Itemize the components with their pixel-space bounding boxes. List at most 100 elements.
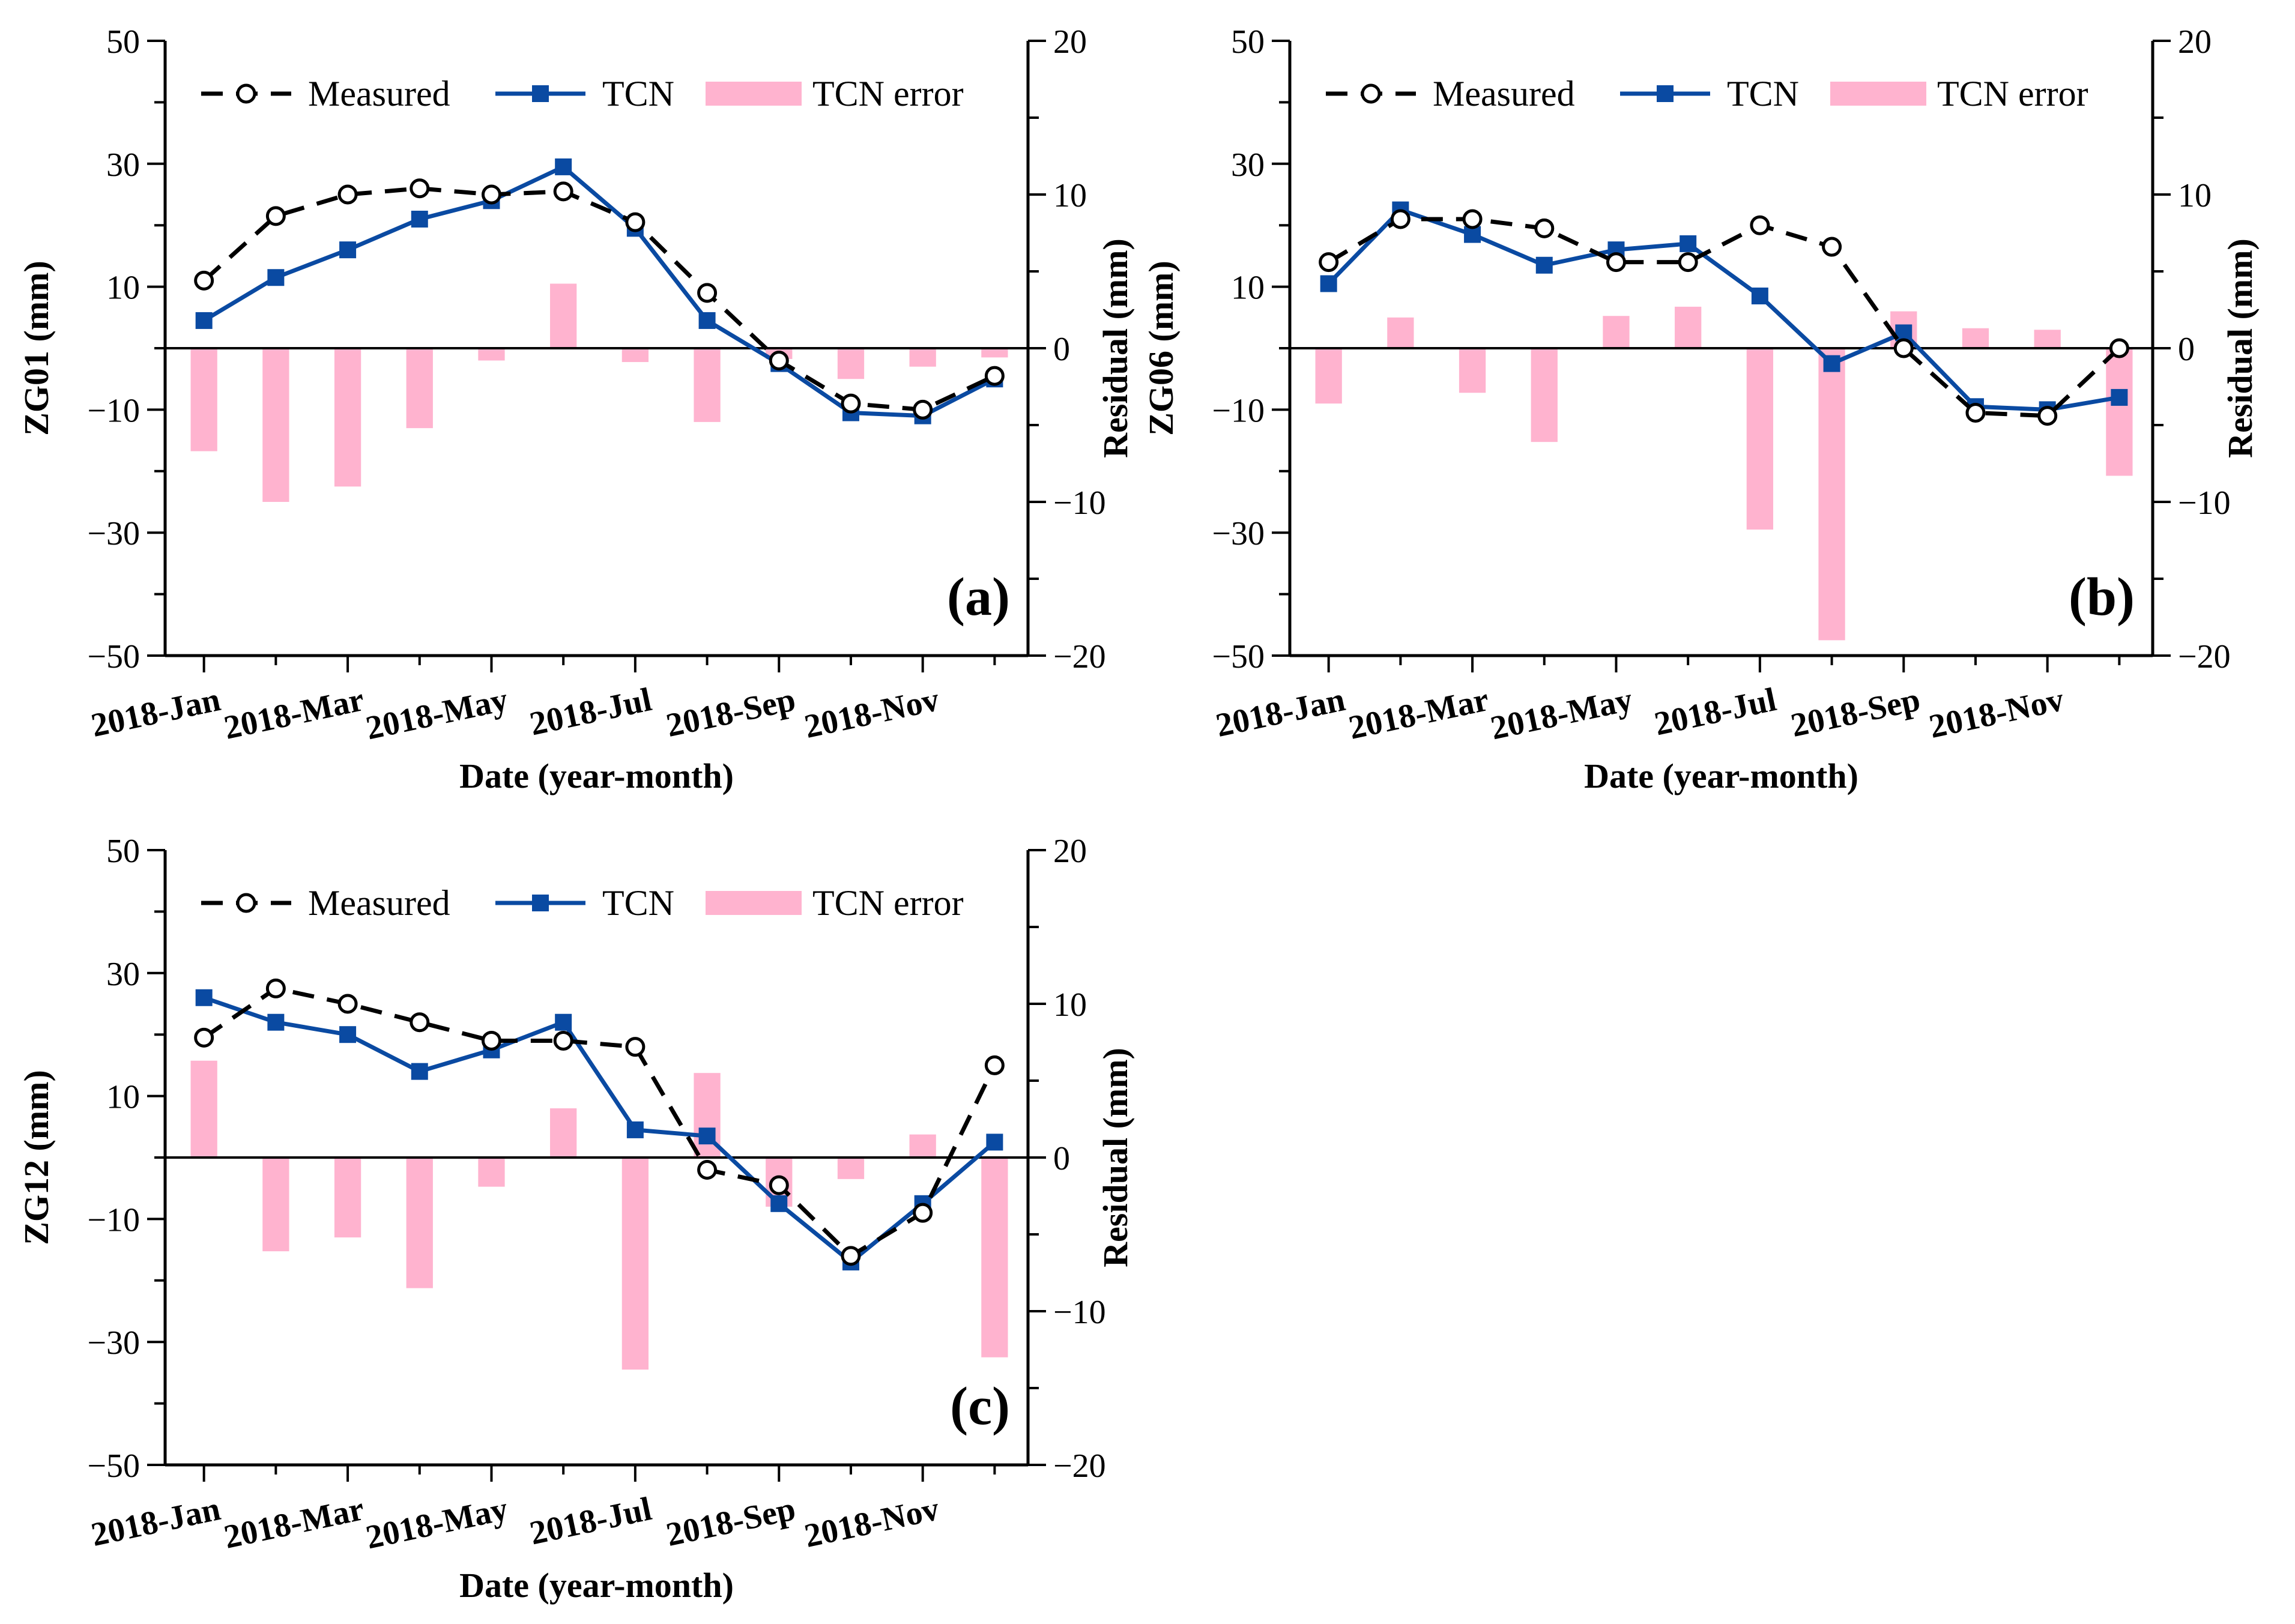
tcn-point	[1535, 256, 1553, 274]
y-right-tick-label: 20	[1053, 23, 1087, 61]
y-tick-label: −30	[1212, 515, 1265, 552]
x-tick-label: 2018-May	[363, 681, 511, 747]
measured-point	[337, 184, 358, 205]
tcn-series-line	[202, 165, 996, 418]
y-tick-label: −50	[87, 638, 140, 675]
y-right-axis-title: Residual (mm)	[1096, 238, 1135, 458]
measured-point	[194, 1027, 214, 1048]
y-tick-label: 10	[1231, 270, 1265, 307]
measured-point	[913, 1203, 933, 1223]
measured-point	[984, 1055, 1005, 1075]
tcn-point	[2111, 388, 2128, 406]
legend-error-swatch	[1830, 82, 1926, 106]
legend-tcn-marker	[532, 85, 549, 102]
measured-point	[625, 212, 646, 232]
y-tick-label: 30	[106, 146, 140, 184]
y-tick-label: −30	[87, 1324, 140, 1362]
error-bar	[1746, 348, 1774, 530]
error-bar	[334, 348, 361, 487]
y-right-tick-label: −20	[1053, 1447, 1106, 1485]
error-bar	[981, 348, 1008, 358]
error-bar	[550, 1108, 577, 1158]
measured-point	[697, 283, 718, 303]
chart-panel-c: 503010−10−30−5020100−10−202018-Jan2018-M…	[17, 833, 1135, 1605]
tcn-point	[267, 269, 285, 286]
y-tick-label: −10	[1212, 392, 1265, 429]
legend-error-label: TCN error	[1937, 74, 2088, 113]
error-bar	[2034, 330, 2061, 348]
panel-label: (b)	[2069, 567, 2135, 627]
y-right-tick-label: −10	[2178, 484, 2231, 522]
tcn-point	[770, 1195, 788, 1212]
chart-panel-b: 503010−10−30−5020100−10−202018-Jan2018-M…	[1141, 23, 2260, 795]
measured-point	[2037, 406, 2058, 426]
x-tick-label: 2018-May	[1487, 681, 1636, 747]
y-tick-label: 50	[106, 833, 140, 870]
error-bar	[1818, 348, 1845, 641]
error-bar	[694, 348, 721, 422]
x-tick-label: 2018-Nov	[801, 681, 942, 746]
y-right-tick-label: 0	[1053, 331, 1070, 368]
tcn-point	[555, 158, 572, 175]
error-bar	[1675, 306, 1702, 348]
legend-tcn-marker	[1657, 85, 1674, 102]
measured-point	[410, 1012, 430, 1033]
measured-point	[1678, 252, 1698, 273]
x-tick-label: 2018-Mar	[221, 1490, 367, 1556]
y-right-axis-title: Residual (mm)	[1096, 1048, 1135, 1267]
measured-series-line	[202, 986, 997, 1258]
measured-point	[265, 978, 286, 998]
measured-point	[337, 994, 358, 1014]
y-right-axis-title: Residual (mm)	[2221, 238, 2260, 458]
panel-label: (a)	[947, 567, 1010, 627]
x-tick-label: 2018-Sep	[663, 681, 799, 744]
error-bar	[1962, 328, 1989, 348]
x-tick-label: 2018-Sep	[663, 1490, 799, 1554]
tcn-point	[698, 1127, 716, 1145]
tcn-point	[986, 1133, 1003, 1151]
error-bar	[262, 1158, 289, 1252]
error-bar	[190, 348, 217, 451]
error-bar	[334, 1158, 361, 1238]
tcn-point	[339, 241, 357, 259]
tcn-point	[1320, 275, 1337, 292]
error-bar	[981, 1158, 1008, 1357]
x-tick-label: 2018-May	[363, 1490, 511, 1556]
measured-point	[1534, 218, 1555, 238]
legend-measured-marker	[1361, 83, 1381, 104]
y-axis-title: ZG06 (mm)	[1141, 261, 1181, 436]
y-tick-label: −10	[87, 392, 140, 429]
tcn-point	[1751, 287, 1768, 304]
error-bar	[909, 348, 936, 367]
measured-point	[1822, 237, 1842, 257]
error-bar	[190, 1060, 217, 1158]
y-right-tick-label: 10	[2178, 177, 2212, 214]
tcn-point	[698, 312, 716, 329]
measured-series-line	[202, 186, 996, 412]
y-right-tick-label: −20	[2178, 638, 2231, 675]
legend-error-label: TCN error	[812, 74, 964, 113]
legend-error-swatch	[706, 891, 802, 915]
measured-point	[2109, 338, 2129, 358]
measured-point	[697, 1159, 718, 1180]
measured-point	[553, 181, 573, 202]
measured-point	[1606, 252, 1626, 273]
measured-point	[769, 1175, 789, 1195]
measured-point	[1750, 215, 1770, 235]
measured-point	[553, 1030, 573, 1051]
x-tick-label: 2018-Nov	[801, 1490, 942, 1555]
error-bar	[1315, 348, 1342, 404]
error-bar	[406, 348, 433, 429]
measured-point	[265, 206, 286, 226]
measured-point	[194, 270, 214, 291]
y-right-tick-label: −10	[1053, 484, 1106, 522]
tcn-point	[195, 989, 213, 1006]
legend-tcn-marker	[532, 895, 549, 911]
error-bar	[621, 1158, 649, 1370]
y-right-tick-label: 0	[2178, 331, 2195, 368]
y-tick-label: 10	[106, 1079, 140, 1116]
measured-point	[481, 184, 501, 205]
y-tick-label: −50	[87, 1447, 140, 1485]
tcn-point	[195, 312, 213, 329]
x-tick-label: 2018-Jan	[88, 1490, 223, 1554]
